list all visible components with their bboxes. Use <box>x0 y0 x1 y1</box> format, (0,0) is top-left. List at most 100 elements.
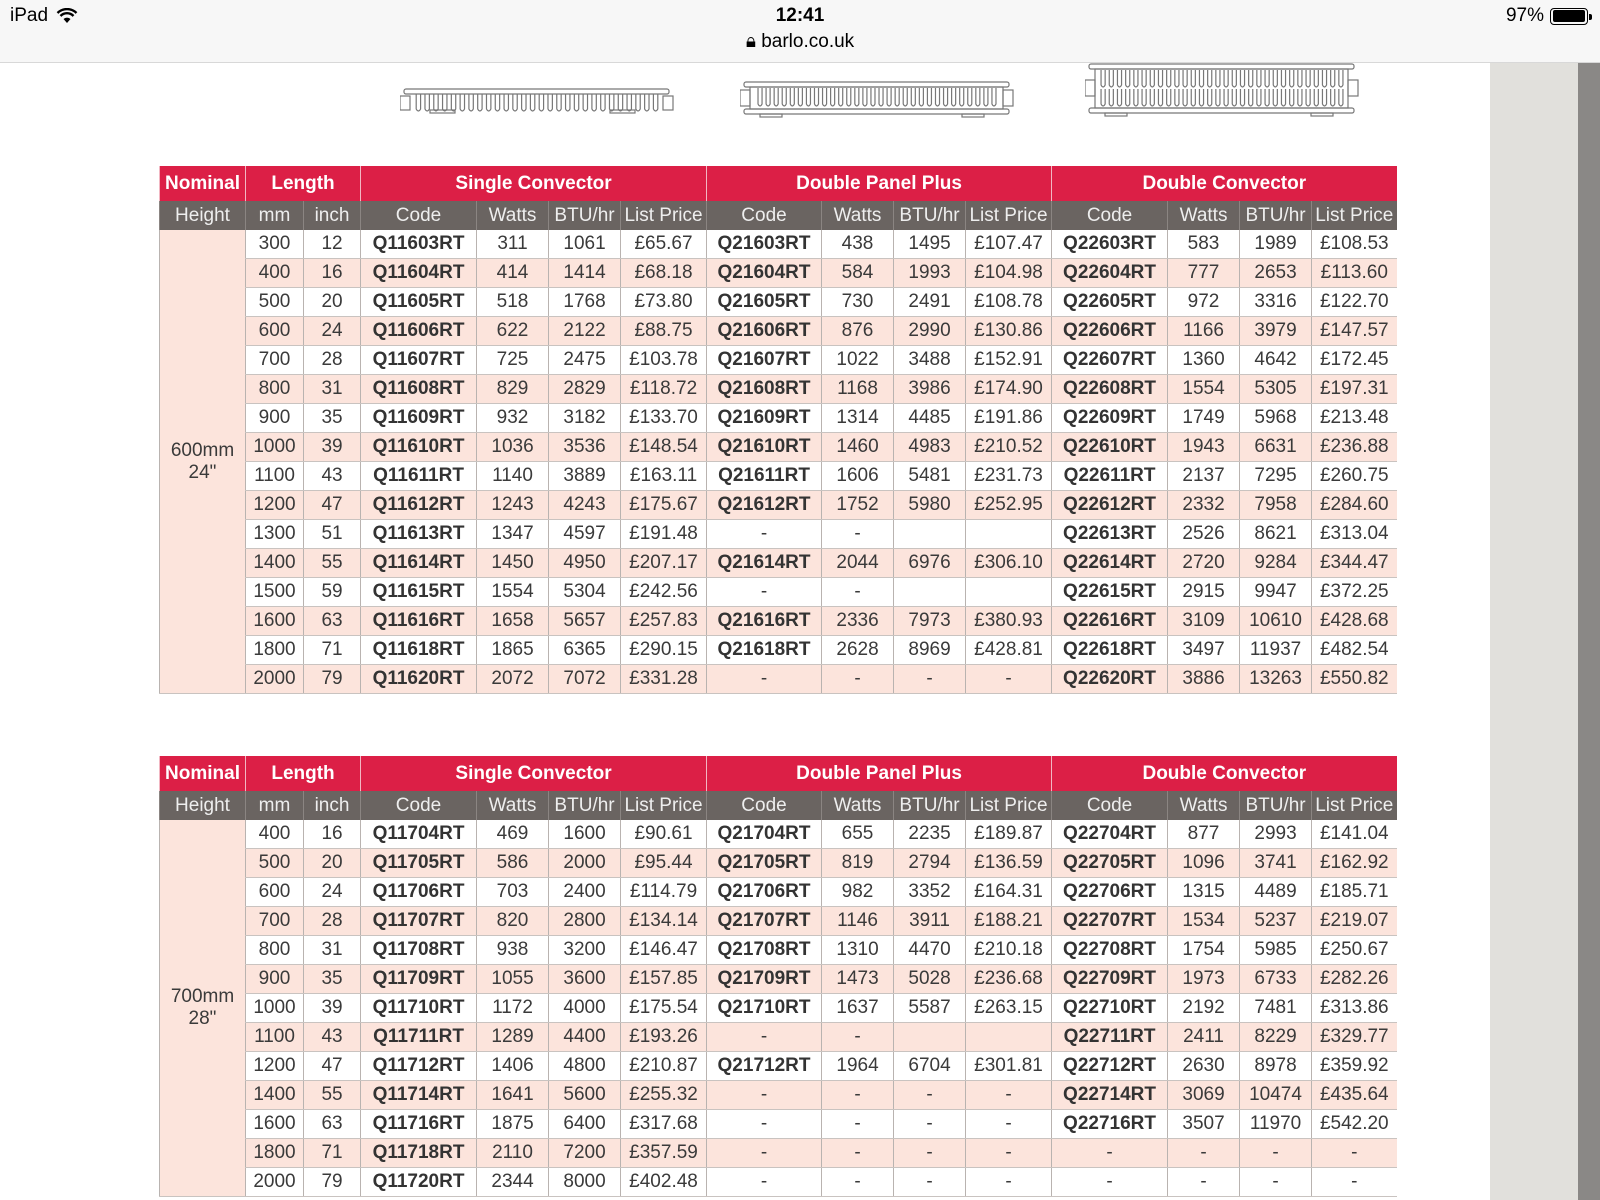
cell-btu: 6733 <box>1239 964 1312 994</box>
cell-price: - <box>965 1080 1052 1110</box>
cell-watts: 1289 <box>476 1022 549 1052</box>
cell-watts: 2526 <box>1167 519 1240 549</box>
cell-inch: 31 <box>302 374 361 404</box>
address-bar[interactable]: 🔒︎ barlo.co.uk <box>0 31 1600 53</box>
cell-btu <box>893 519 966 549</box>
cell-code: Q22714RT <box>1051 1080 1168 1110</box>
cell-code: Q22716RT <box>1051 1109 1168 1139</box>
cell-price: £290.15 <box>620 635 707 665</box>
cell-inch: 16 <box>302 258 361 288</box>
cell-btu: 13263 <box>1239 664 1312 694</box>
cell-price: £118.72 <box>620 374 707 404</box>
cell-btu: 3536 <box>548 432 621 462</box>
cell-price: £90.61 <box>620 820 707 849</box>
cell-btu: 4950 <box>548 548 621 578</box>
cell-code: Q22706RT <box>1051 877 1168 907</box>
cell-price: £372.25 <box>1311 577 1397 607</box>
table-row: 500 20 Q11605RT 518 1768 £73.80 Q21605RT 730 249… <box>160 287 1397 317</box>
cell-watts: 725 <box>476 345 549 375</box>
column-header-btu: BTU/hr <box>893 201 966 230</box>
cell-btu: 8969 <box>893 635 966 665</box>
cell-price: £428.81 <box>965 635 1052 665</box>
cell-code: Q21612RT <box>706 490 822 520</box>
column-header-code: Code <box>1051 201 1168 230</box>
cell-code: Q11620RT <box>360 664 477 694</box>
cell-watts: - <box>821 1022 894 1052</box>
group-single-convector-header: Single Convector <box>360 756 707 791</box>
cell-watts: 2628 <box>821 635 894 665</box>
column-header-watts: Watts <box>821 791 894 820</box>
cell-code: Q21708RT <box>706 935 822 965</box>
cell-watts: 2344 <box>476 1167 549 1197</box>
cell-btu: 8229 <box>1239 1022 1312 1052</box>
cell-mm: 1400 <box>245 548 304 578</box>
cell-watts: - <box>821 664 894 694</box>
cell-code: - <box>706 1167 822 1197</box>
cell-price: £157.85 <box>620 964 707 994</box>
cell-code: Q22613RT <box>1051 519 1168 549</box>
nominal-height-mm: 600mm <box>170 439 235 461</box>
cell-code: Q22610RT <box>1051 432 1168 462</box>
cell-watts: 469 <box>476 820 549 849</box>
cell-price: £284.60 <box>1311 490 1397 520</box>
cell-price: £73.80 <box>620 287 707 317</box>
cell-btu: 6704 <box>893 1051 966 1081</box>
cell-watts: 1473 <box>821 964 894 994</box>
cell-inch: 43 <box>302 1022 361 1052</box>
cell-btu: 4489 <box>1239 877 1312 907</box>
cell-watts: 820 <box>476 906 549 936</box>
cell-price: £402.48 <box>620 1167 707 1197</box>
cell-watts: 2192 <box>1167 993 1240 1023</box>
cell-btu: 3182 <box>548 403 621 433</box>
cell-btu: 10474 <box>1239 1080 1312 1110</box>
cell-price: £103.78 <box>620 345 707 375</box>
cell-btu: 5237 <box>1239 906 1312 936</box>
cell-watts: 622 <box>476 316 549 346</box>
cell-price: £108.53 <box>1311 230 1397 259</box>
cell-code: - <box>706 664 822 694</box>
cell-btu: 7481 <box>1239 993 1312 1023</box>
cell-btu: 2794 <box>893 848 966 878</box>
cell-code: Q11616RT <box>360 606 477 636</box>
cell-code: Q21709RT <box>706 964 822 994</box>
cell-code: Q21614RT <box>706 548 822 578</box>
cell-watts: - <box>1167 1138 1240 1168</box>
cell-watts: 414 <box>476 258 549 288</box>
cell-btu: 5600 <box>548 1080 621 1110</box>
cell-code: Q21706RT <box>706 877 822 907</box>
cell-watts: 1641 <box>476 1080 549 1110</box>
cell-price: £185.71 <box>1311 877 1397 907</box>
cell-watts: 1943 <box>1167 432 1240 462</box>
cell-mm: 1600 <box>245 1109 304 1139</box>
cell-code: Q11711RT <box>360 1022 477 1052</box>
cell-btu: 1989 <box>1239 230 1312 259</box>
cell-watts: 1096 <box>1167 848 1240 878</box>
cell-price <box>965 1022 1052 1052</box>
cell-watts: 1347 <box>476 519 549 549</box>
cell-watts: 2411 <box>1167 1022 1240 1052</box>
group-double-convector-header: Double Convector <box>1051 166 1397 201</box>
cell-watts: 2720 <box>1167 548 1240 578</box>
cell-price: £210.52 <box>965 432 1052 462</box>
cell-btu: 2990 <box>893 316 966 346</box>
cell-watts: - <box>821 1080 894 1110</box>
scrollbar[interactable] <box>1578 63 1600 1200</box>
cell-btu: 1414 <box>548 258 621 288</box>
cell-price: £88.75 <box>620 316 707 346</box>
cell-watts: 777 <box>1167 258 1240 288</box>
column-header-price: List Price <box>620 201 707 230</box>
cell-inch: 12 <box>302 230 361 259</box>
cell-price: £114.79 <box>620 877 707 907</box>
cell-price: £242.56 <box>620 577 707 607</box>
group-length-header: Length <box>244 166 361 201</box>
cell-price: £255.32 <box>620 1080 707 1110</box>
group-length-header: Length <box>244 756 361 791</box>
cell-code: Q21704RT <box>706 820 822 849</box>
cell-btu <box>893 577 966 607</box>
cell-watts: 982 <box>821 877 894 907</box>
table-row: 1400 55 Q11714RT 1641 5600 £255.32- - - - Q22714R… <box>160 1080 1397 1110</box>
column-header-watts: Watts <box>821 201 894 230</box>
cell-btu: 5980 <box>893 490 966 520</box>
cell-inch: 55 <box>302 548 361 578</box>
nominal-height-cell: 700mm 28" <box>159 820 246 1197</box>
